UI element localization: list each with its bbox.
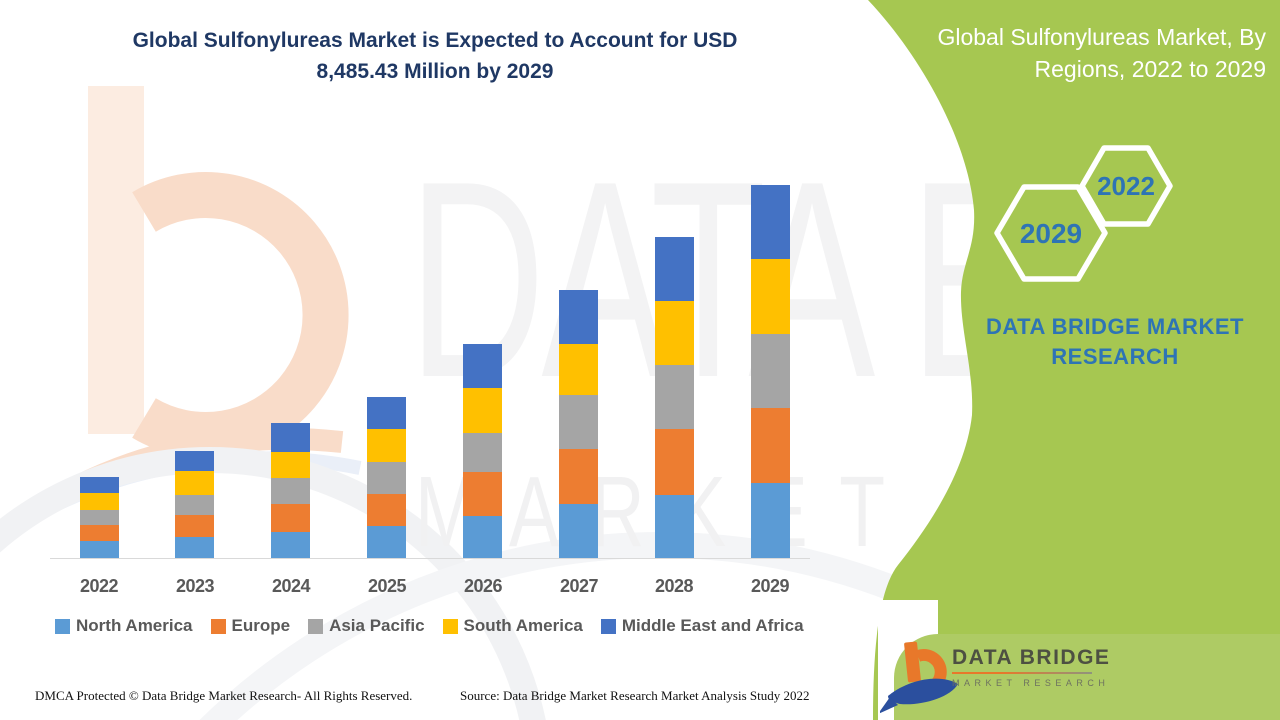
bar-segment-asia-pacific-2028 — [655, 365, 694, 430]
bar-segment-europe-2023 — [175, 514, 214, 537]
year-hexagon-badges: 2029 2022 — [994, 145, 1173, 282]
bar-segment-south-america-2022 — [80, 493, 119, 511]
legend-item-north-america: North America — [55, 616, 193, 636]
hexagon-2029-label: 2029 — [1020, 218, 1082, 249]
bar-segment-middle-east-and-africa-2024 — [271, 423, 310, 453]
x-axis-label-2022: 2022 — [79, 576, 119, 596]
bar-segment-asia-pacific-2022 — [80, 510, 119, 525]
bar-segment-north-america-2025 — [367, 525, 406, 558]
bar-segment-middle-east-and-africa-2027 — [559, 289, 598, 344]
brand-caption: DATA BRIDGE MARKET RESEARCH — [955, 312, 1275, 372]
bar-segment-south-america-2029 — [751, 259, 790, 335]
x-axis-label-2029: 2029 — [750, 576, 790, 596]
legend-item-asia-pacific: Asia Pacific — [308, 616, 425, 636]
x-axis-line — [50, 558, 810, 559]
bar-segment-north-america-2028 — [655, 494, 694, 558]
bar-segment-middle-east-and-africa-2029 — [751, 185, 790, 260]
legend-item-middle-east-and-africa: Middle East and Africa — [600, 616, 804, 636]
bar-segment-north-america-2027 — [559, 503, 598, 558]
bar-segment-south-america-2023 — [175, 470, 214, 495]
bar-segment-asia-pacific-2026 — [463, 432, 502, 472]
logo-underline — [952, 672, 1092, 674]
x-axis-label-2025: 2025 — [367, 576, 407, 596]
brand-caption-line1: DATA BRIDGE MARKET — [986, 314, 1244, 339]
bar-segment-north-america-2023 — [175, 536, 214, 558]
bar-segment-asia-pacific-2029 — [751, 334, 790, 409]
bar-segment-asia-pacific-2025 — [367, 461, 406, 494]
legend-label-middle-east-and-africa: Middle East and Africa — [621, 616, 804, 635]
bar-2028 — [655, 237, 694, 558]
side-panel-title-line1: Global Sulfonylureas Market, By — [937, 24, 1266, 50]
bar-segment-asia-pacific-2027 — [559, 394, 598, 450]
brand-caption-line2: RESEARCH — [1051, 344, 1179, 369]
logo-name: DATA BRIDGE — [952, 646, 1111, 669]
bar-segment-europe-2026 — [463, 472, 502, 516]
legend-swatch-europe — [210, 618, 226, 634]
bar-segment-south-america-2027 — [559, 343, 598, 395]
bar-segment-europe-2024 — [271, 504, 310, 533]
legend-label-asia-pacific: Asia Pacific — [329, 616, 425, 635]
bar-segment-asia-pacific-2023 — [175, 494, 214, 515]
bar-segment-south-america-2026 — [463, 387, 502, 433]
watermark-text-marketresearch: MARKET RESEARCH — [415, 456, 1280, 568]
x-axis-label-2027: 2027 — [559, 576, 599, 596]
legend-item-south-america: South America — [442, 616, 583, 636]
x-axis-label-2023: 2023 — [175, 576, 215, 596]
bar-segment-middle-east-and-africa-2025 — [367, 396, 406, 429]
legend-label-south-america: South America — [463, 616, 583, 635]
logo-subtitle: MARKET RESEARCH — [952, 678, 1110, 688]
legend-label-north-america: North America — [76, 616, 193, 635]
x-axis-label-2028: 2028 — [654, 576, 694, 596]
bar-segment-south-america-2025 — [367, 428, 406, 462]
bar-2024 — [271, 423, 310, 558]
bar-segment-south-america-2024 — [271, 452, 310, 479]
bar-segment-middle-east-and-africa-2028 — [655, 237, 694, 302]
chart-title: Global Sulfonylureas Market is Expected … — [85, 25, 785, 87]
bar-segment-europe-2029 — [751, 408, 790, 484]
legend-swatch-asia-pacific — [308, 618, 324, 634]
side-panel-title-line2: Regions, 2022 to 2029 — [1034, 56, 1266, 82]
chart-title-line1: Global Sulfonylureas Market is Expected … — [132, 29, 738, 52]
chart-title-line2: 8,485.43 Million by 2029 — [316, 60, 554, 83]
dmca-notice: DMCA Protected © Data Bridge Market Rese… — [35, 688, 413, 703]
bar-2027 — [559, 289, 598, 558]
bar-segment-europe-2025 — [367, 493, 406, 526]
bar-segment-middle-east-and-africa-2023 — [175, 450, 214, 471]
bar-2026 — [463, 343, 502, 558]
bar-2023 — [175, 450, 214, 558]
chart-legend: North America Europe Asia Pacific South Ame… — [55, 616, 835, 636]
bar-segment-europe-2028 — [655, 429, 694, 495]
bar-segment-europe-2027 — [559, 449, 598, 504]
bar-segment-north-america-2022 — [80, 540, 119, 558]
bar-segment-south-america-2028 — [655, 301, 694, 366]
legend-label-europe: Europe — [231, 616, 291, 635]
bar-2025 — [367, 396, 406, 558]
bar-segment-middle-east-and-africa-2026 — [463, 343, 502, 388]
x-axis-label-2024: 2024 — [271, 576, 311, 596]
bar-segment-north-america-2029 — [751, 483, 790, 558]
bar-segment-asia-pacific-2024 — [271, 478, 310, 505]
bar-segment-europe-2022 — [80, 524, 119, 541]
legend-swatch-south-america — [442, 618, 458, 634]
hexagon-2022-label: 2022 — [1097, 171, 1155, 201]
bar-2029 — [751, 185, 790, 558]
bar-segment-north-america-2024 — [271, 532, 310, 558]
bar-2022 — [80, 477, 119, 558]
legend-item-europe: Europe — [210, 616, 291, 636]
bar-segment-middle-east-and-africa-2022 — [80, 477, 119, 494]
x-axis-label-2026: 2026 — [463, 576, 503, 596]
data-bridge-logo-text: DATA BRIDGE MARKET RESEARCH — [952, 646, 1110, 688]
legend-swatch-middle-east-and-africa — [600, 618, 616, 634]
bar-segment-north-america-2026 — [463, 516, 502, 558]
side-panel-title: Global Sulfonylureas Market, By Regions,… — [900, 21, 1266, 85]
legend-swatch-north-america — [55, 618, 70, 634]
source-note: Source: Data Bridge Market Research Mark… — [460, 688, 810, 703]
